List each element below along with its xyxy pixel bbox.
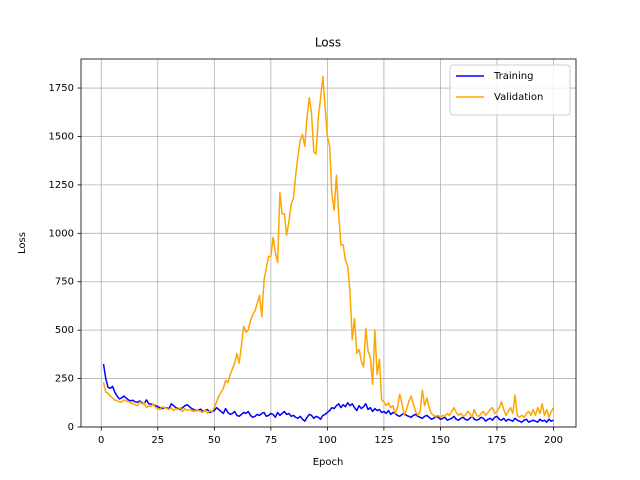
y-tick-label: 1750 xyxy=(49,83,74,94)
x-tick-label: 200 xyxy=(544,435,563,446)
chart-title: Loss xyxy=(315,36,341,50)
y-axis-label: Loss xyxy=(17,232,28,254)
x-tick-label: 75 xyxy=(264,435,277,446)
y-tick-label: 500 xyxy=(55,325,74,336)
y-tick-label: 750 xyxy=(55,277,74,288)
y-tick-label: 1500 xyxy=(49,131,74,142)
legend-label: Validation xyxy=(494,92,543,103)
y-tick-label: 1000 xyxy=(49,228,74,239)
plot-frame xyxy=(80,58,577,428)
lines xyxy=(102,75,555,423)
x-tick-label: 0 xyxy=(98,435,104,446)
y-tick-label: 1250 xyxy=(49,180,74,191)
x-tick-label: 25 xyxy=(151,435,164,446)
y-tick-label: 250 xyxy=(55,374,74,385)
y-tick-label: 0 xyxy=(68,422,74,433)
x-tick-label: 100 xyxy=(318,435,337,446)
x-tick-label: 125 xyxy=(374,435,393,446)
legend: Training Validation xyxy=(449,64,571,116)
x-tick-label: 50 xyxy=(208,435,221,446)
ticks: 0 25 50 75 100 125 150 175 200 0 250 500 750 1000 1250… xyxy=(49,83,564,446)
series-line xyxy=(102,75,555,419)
legend-label: Training xyxy=(493,71,533,82)
x-axis-label: Epoch xyxy=(313,457,344,468)
legend-box xyxy=(449,64,571,116)
x-tick-label: 175 xyxy=(487,435,506,446)
x-tick-label: 150 xyxy=(431,435,450,446)
